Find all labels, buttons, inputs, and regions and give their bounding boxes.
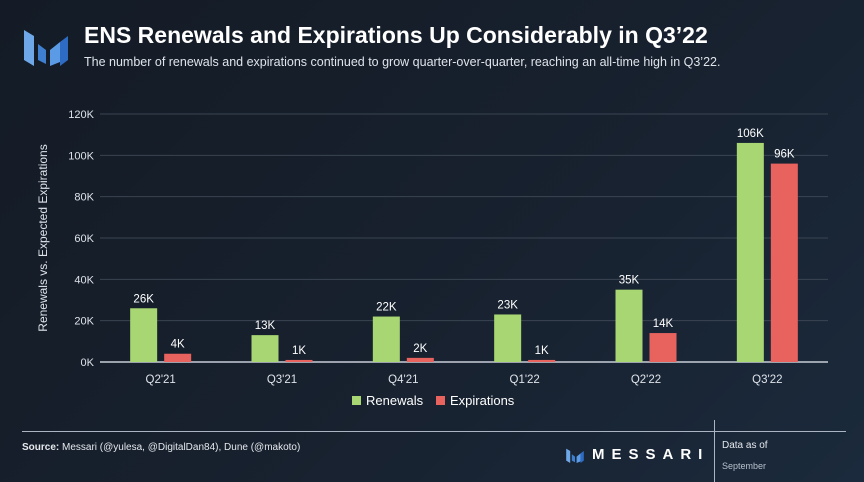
- brand-name: MESSARI: [592, 446, 710, 463]
- source-label: Source:: [22, 442, 60, 453]
- legend-label-renewals: Renewals: [366, 393, 424, 408]
- data-label: 96K: [774, 149, 795, 161]
- data-label: 13K: [255, 320, 276, 332]
- data-label: 1K: [535, 345, 549, 357]
- y-tick-label: 20K: [74, 316, 94, 328]
- messari-logo-small: [566, 448, 584, 463]
- bar-chart: 0K 20K 40K 60K 80K 100K 120K Renewals vs. Expec…: [36, 109, 828, 408]
- messari-brand: MESSARI: [566, 446, 709, 463]
- source-text: Messari (@yulesa, @DigitalDan84), Dune (…: [59, 442, 301, 453]
- x-tick-label: Q2'21: [146, 374, 176, 386]
- renewals-bar: [494, 314, 522, 362]
- expirations-bar: [528, 359, 556, 362]
- y-axis-label: Renewals vs. Expected Expirations: [36, 144, 50, 331]
- renewals-bar: [736, 142, 764, 362]
- expirations-bar: [649, 333, 677, 362]
- y-tick-label: 0K: [81, 357, 95, 369]
- x-tick-label: Q1'22: [510, 374, 540, 386]
- footer-divider: [22, 431, 846, 432]
- data-as-of-label: Data as of: [722, 440, 768, 451]
- renewals-bar: [615, 289, 643, 362]
- legend-label-expirations: Expirations: [450, 393, 515, 408]
- x-tick-label: Q4'21: [388, 374, 418, 386]
- x-tick-label: Q3'22: [752, 374, 782, 386]
- y-tick-label: 80K: [74, 192, 94, 204]
- data-label: 106K: [737, 128, 764, 140]
- data-label: 4K: [171, 339, 185, 351]
- data-label: 2K: [413, 343, 427, 355]
- data-label: 14K: [653, 318, 674, 330]
- data-label: 35K: [619, 275, 640, 287]
- y-tick-label: 60K: [74, 233, 94, 245]
- expirations-bar: [770, 163, 798, 362]
- legend-swatch-expirations: [436, 396, 445, 405]
- data-label: 26K: [133, 293, 154, 305]
- source-note: Source: Messari (@yulesa, @DigitalDan84)…: [22, 442, 300, 453]
- footer-vertical-divider: [714, 420, 715, 482]
- chart-title: ENS Renewals and Expirations Up Consider…: [84, 22, 708, 48]
- legend-swatch-renewals: [352, 396, 361, 405]
- y-tick-label: 40K: [74, 274, 94, 286]
- chart-subtitle: The number of renewals and expirations c…: [84, 55, 721, 69]
- renewals-bar: [372, 316, 400, 362]
- data-label: 22K: [376, 302, 397, 314]
- y-tick-label: 120K: [68, 109, 94, 121]
- x-tick-label: Q3'21: [267, 374, 297, 386]
- expirations-bar: [285, 359, 313, 362]
- data-as-of-date: September: [722, 461, 767, 471]
- renewals-bar: [251, 335, 279, 362]
- x-tick-label: Q2'22: [631, 374, 661, 386]
- expirations-bar: [406, 357, 434, 362]
- y-tick-label: 100K: [68, 150, 94, 162]
- data-label: 23K: [497, 299, 518, 311]
- data-label: 1K: [292, 345, 306, 357]
- renewals-bar: [130, 308, 158, 362]
- expirations-bar: [164, 353, 192, 362]
- messari-logo: [24, 30, 68, 66]
